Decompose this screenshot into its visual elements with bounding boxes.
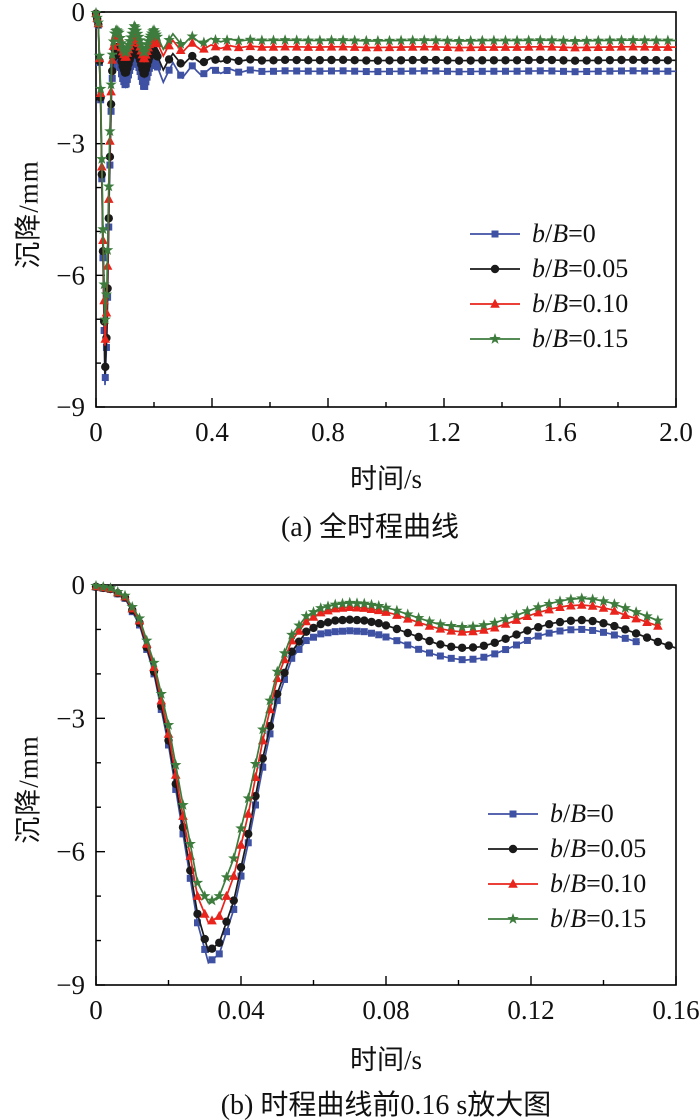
y-tick-label: −6 [56,260,85,290]
chart-a-x-axis-label: 时间/s [349,464,422,494]
x-tick-label: 0 [89,995,103,1025]
legend-item: b/B=0 [468,216,628,251]
series-markers [90,579,664,906]
series-b/B=0.15 [90,6,676,326]
legend-item: b/B=0.15 [468,321,628,356]
legend-label: b/B=0.05 [550,833,647,863]
x-tick-label: 0 [89,417,103,447]
legend-label: b/B=0 [550,798,614,828]
circle-legend-key-icon [470,264,520,273]
triangle-legend-key-icon [488,878,538,888]
legend-label: b/B=0.15 [532,323,629,353]
x-tick-label: 0.8 [311,417,345,447]
x-tick-label: 0.04 [217,995,265,1025]
x-tick-label: 0.4 [195,417,229,447]
legend-item: b/B=0.10 [468,286,628,321]
y-tick-label: −9 [56,392,85,422]
chart-b-plot: 0 0.04 0.08 0.12 0.16 0 −3 −6 −9 [56,570,699,1025]
series-b/B=0 [92,583,641,965]
legend-label: b/B=0.10 [550,868,647,898]
legend-item: b/B=0.05 [486,831,646,866]
x-tick-label: 1.2 [427,417,461,447]
legend-item: b/B=0.10 [486,866,646,901]
x-tick-label: 2.0 [659,417,693,447]
legend-label: b/B=0.15 [550,903,647,933]
legend-label: b/B=0.10 [532,288,629,318]
x-tick-label: 1.6 [543,417,577,447]
legend-label: b/B=0.05 [532,253,629,283]
x-tick-label: 0.12 [507,995,554,1025]
chart-a-plot: 0 0.4 0.8 1.2 1.6 2.0 0 −3 −6 −9 [56,0,693,447]
chart-a-legend: b/B=0 b/B=0.05 b/B=0.10 b/B=0.15 [468,216,628,356]
legend-item: b/B=0.15 [486,901,646,936]
circle-legend-key-icon [488,844,538,853]
y-tick-label: −3 [56,703,85,733]
y-tick-label: 0 [72,570,86,600]
chart-a-caption: (a) 全时程曲线 [280,512,460,543]
square-legend-key-icon [470,230,520,237]
square-legend-key-icon [488,810,538,817]
chart-b-caption: (b) 时程曲线前0.16 s放大图 [220,1090,552,1120]
y-tick-label: 0 [72,0,86,27]
chart-b-x-axis-label: 时间/s [349,1045,422,1075]
series-b/B=0.15 [90,579,664,906]
series-markers [92,583,640,964]
legend-item: b/B=0 [486,796,646,831]
chart-b-y-axis-label: 沉降/mm [13,735,44,844]
triangle-legend-key-icon [470,298,520,308]
x-tick-label: 0.08 [362,995,409,1025]
chart-b-legend: b/B=0 b/B=0.05 b/B=0.10 b/B=0.15 [486,796,646,936]
legend-item: b/B=0.05 [468,251,628,286]
y-tick-label: −9 [56,970,85,1000]
star-legend-key-icon [470,332,520,344]
x-tick-label: 0.16 [652,995,699,1025]
series-markers [90,6,674,325]
legend-label: b/B=0 [532,218,596,248]
y-tick-label: −6 [56,837,85,867]
y-tick-label: −3 [56,129,85,159]
star-legend-key-icon [488,912,538,924]
chart-a-y-axis-label: 沉降/mm [13,160,44,269]
axis-ticks [95,11,677,408]
